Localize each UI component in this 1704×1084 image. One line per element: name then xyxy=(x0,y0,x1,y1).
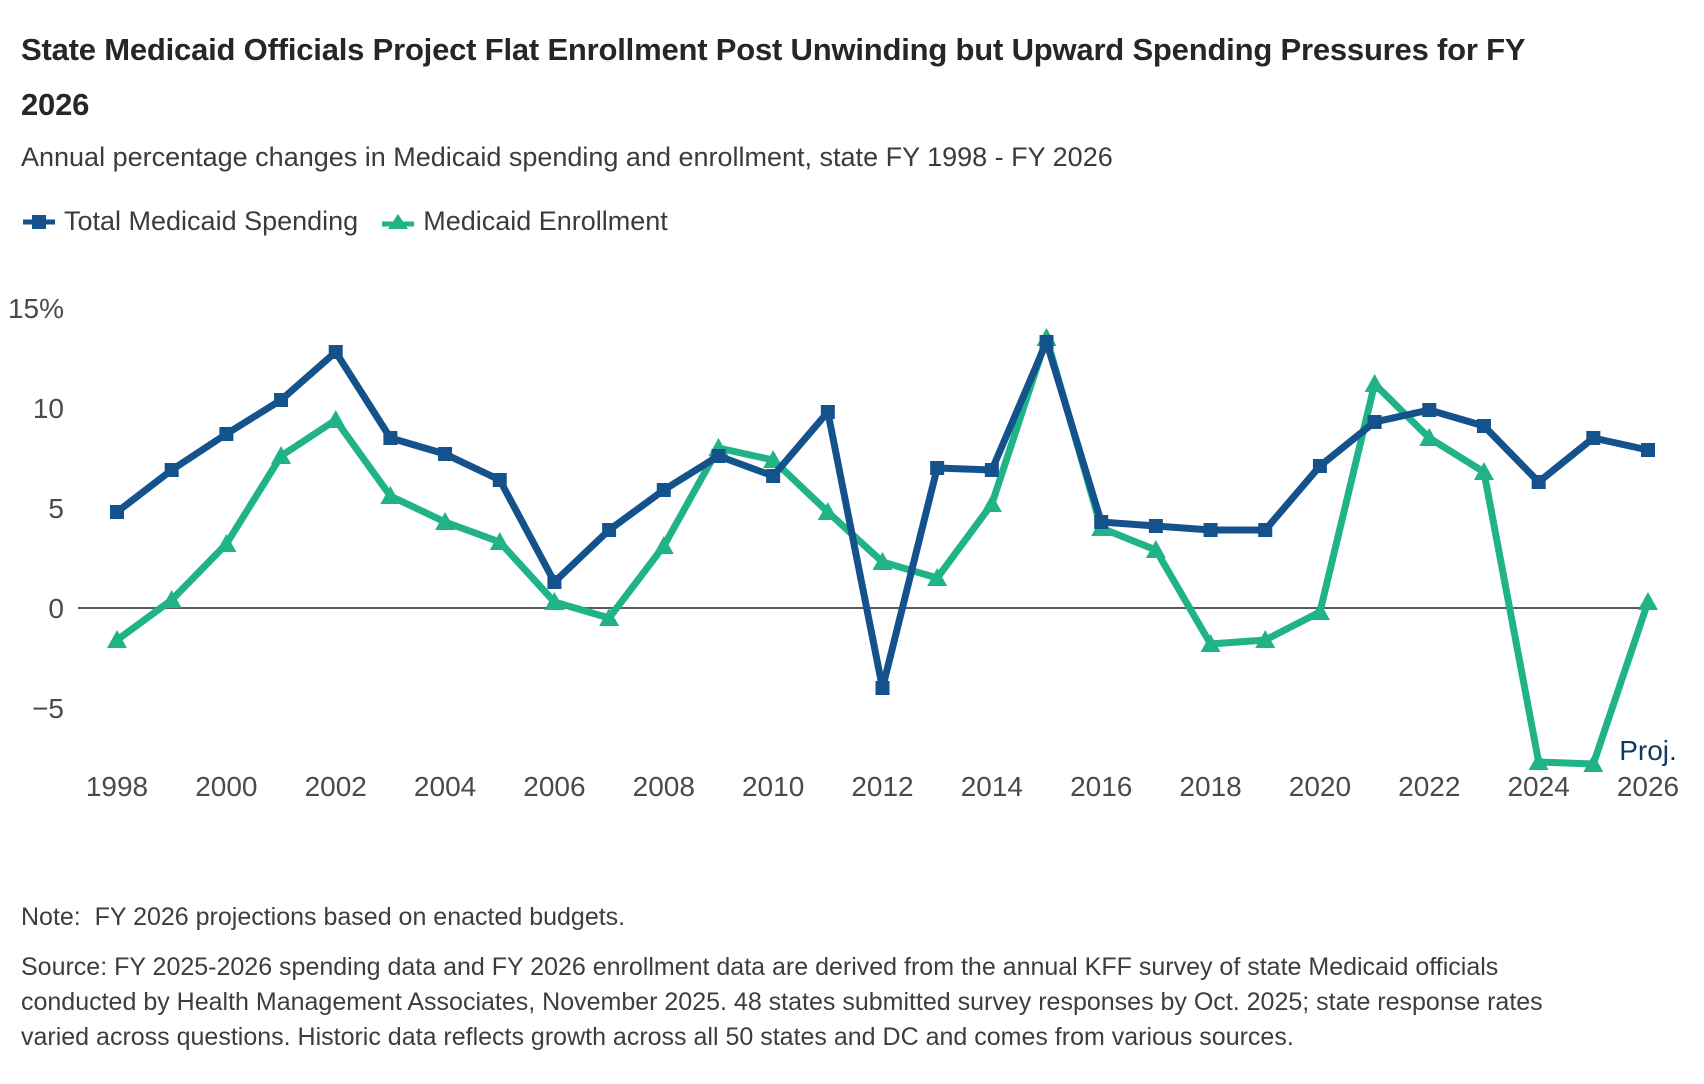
enrollment-marker xyxy=(1145,540,1166,558)
legend-item-spending: Total Medicaid Spending xyxy=(21,206,358,237)
spending-marker xyxy=(1586,431,1601,445)
spending-marker xyxy=(383,431,398,445)
spending-marker xyxy=(1148,519,1163,533)
spending-marker xyxy=(1312,459,1327,473)
spending-marker xyxy=(930,461,945,475)
proj-annotation: Proj. xyxy=(1619,735,1677,766)
enrollment-marker xyxy=(872,552,893,570)
spending-marker xyxy=(820,405,835,419)
x-tick-label: 2012 xyxy=(851,771,913,802)
spending-marker xyxy=(274,393,289,407)
legend-label-enrollment: Medicaid Enrollment xyxy=(423,206,668,236)
enrollment-marker xyxy=(107,630,127,648)
spending-marker xyxy=(492,473,507,487)
x-tick-label: 2020 xyxy=(1289,771,1351,802)
legend-item-enrollment: Medicaid Enrollment xyxy=(380,206,668,237)
y-tick-label: 5 xyxy=(48,493,64,524)
spending-marker xyxy=(164,463,179,477)
x-tick-label: 2008 xyxy=(633,771,695,802)
spending-marker xyxy=(438,447,453,461)
spending-marker xyxy=(1367,415,1382,429)
spending-marker xyxy=(1641,443,1655,457)
spending-marker xyxy=(547,575,562,589)
x-tick-label: 2002 xyxy=(305,771,367,802)
enrollment-marker xyxy=(161,590,182,608)
spending-marker xyxy=(766,469,781,483)
y-tick-label: −5 xyxy=(32,693,64,724)
spending-marker xyxy=(602,523,617,537)
x-tick-label: 2006 xyxy=(523,771,585,802)
x-tick-label: 2010 xyxy=(742,771,804,802)
enrollment-marker xyxy=(1638,592,1658,610)
y-tick-label: 0 xyxy=(48,593,64,624)
x-tick-label: 1998 xyxy=(86,771,148,802)
enrollment-marker xyxy=(599,608,620,626)
spending-line xyxy=(113,338,1652,692)
x-tick-label: 2016 xyxy=(1070,771,1132,802)
enrollment-marker xyxy=(325,410,346,428)
enrollment-marker xyxy=(216,534,237,552)
spending-marker xyxy=(875,681,890,695)
spending-marker xyxy=(1258,523,1273,537)
enrollment-marker xyxy=(981,494,1002,512)
chart-source: Source: FY 2025-2026 spending data and F… xyxy=(21,953,1543,1051)
spending-marker xyxy=(1476,419,1491,433)
spending-legend-marker-icon xyxy=(23,214,55,229)
chart-subtitle: Annual percentage changes in Medicaid sp… xyxy=(21,142,1113,172)
x-tick-label: 2022 xyxy=(1398,771,1460,802)
x-tick-label: 2014 xyxy=(961,771,1023,802)
spending-marker xyxy=(1203,523,1218,537)
enrollment-marker xyxy=(653,536,674,554)
enrollment-marker xyxy=(763,450,784,468)
enrollment-marker xyxy=(1255,630,1276,648)
x-tick-label: 2004 xyxy=(414,771,476,802)
legend: Total Medicaid Spending Medicaid Enrollm… xyxy=(21,206,668,237)
legend-label-spending: Total Medicaid Spending xyxy=(64,206,359,236)
spending-marker xyxy=(984,463,999,477)
enrollment-marker xyxy=(380,486,401,504)
enrollment-marker xyxy=(489,532,510,550)
enrollment-marker xyxy=(1309,602,1330,620)
enrollment-marker xyxy=(435,512,456,530)
chart-title: State Medicaid Officials Project Flat En… xyxy=(21,32,1525,122)
x-tick-label: 2026 xyxy=(1617,771,1679,802)
spending-marker xyxy=(711,449,726,463)
chart-note: Note: FY 2026 projections based on enact… xyxy=(21,903,626,931)
spending-marker xyxy=(1094,515,1109,529)
enrollment-marker xyxy=(544,592,565,610)
spending-marker xyxy=(110,505,124,519)
spending-marker xyxy=(328,345,343,359)
enrollment-marker xyxy=(1583,754,1604,772)
enrollment-marker xyxy=(1528,752,1549,770)
enrollment-marker xyxy=(1419,428,1440,446)
x-tick-label: 2024 xyxy=(1507,771,1569,802)
spending-marker xyxy=(656,483,671,497)
enrollment-marker xyxy=(1364,374,1385,392)
enrollment-marker xyxy=(1473,462,1494,480)
x-tick-label: 2000 xyxy=(195,771,257,802)
enrollment-marker xyxy=(271,446,292,464)
spending-marker xyxy=(219,427,234,441)
spending-marker xyxy=(1422,403,1437,417)
enrollment-marker xyxy=(1200,634,1221,652)
enrollment-marker xyxy=(927,568,948,586)
spending-marker xyxy=(1039,335,1054,349)
y-tick-label: 15% xyxy=(8,293,64,324)
enrollment-marker xyxy=(817,502,838,520)
x-tick-label: 2018 xyxy=(1179,771,1241,802)
enrollment-line xyxy=(113,334,1652,768)
y-tick-label: 10 xyxy=(33,393,64,424)
spending-marker xyxy=(1531,475,1546,489)
enrollment-legend-marker-icon xyxy=(382,213,415,229)
